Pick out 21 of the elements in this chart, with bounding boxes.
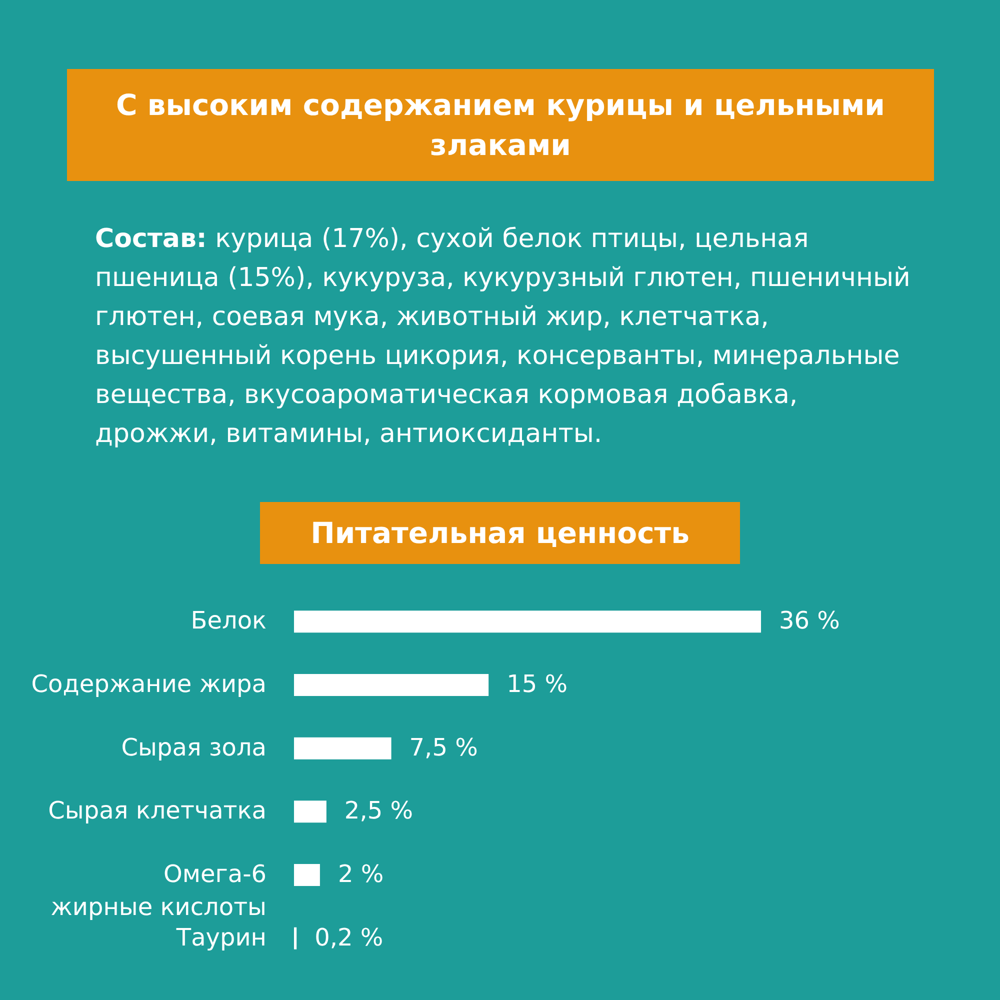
y-tick-label: Сырая клетчатка	[48, 796, 266, 825]
bar	[294, 737, 392, 760]
data-label: 15 %	[506, 670, 568, 698]
text: Состав: курица (17%), сухой белок птицы, цельная пшеница (15%), кукуруза, кукурузный глютен, пшеничный глютен, соевая мука, животный жир, клетчатка, высушенный корень цикория, консерванты, минеральные вещества, вкусоароматическая кормовая добавка, дрожжи, витамины, антиоксиданты.	[95, 223, 912, 451]
bar	[294, 610, 761, 633]
data-label: 2,5 %	[344, 796, 414, 825]
y-tick-label: Сырая зола	[121, 733, 266, 762]
y-tick-label: Таурин	[175, 923, 266, 952]
bar	[294, 674, 489, 696]
y-tick-label: Омега-6 жирные кислоты	[50, 860, 266, 921]
data-label: 36 %	[779, 606, 840, 635]
bar	[294, 864, 320, 886]
y-tick-label: Белок	[190, 606, 266, 635]
bar	[294, 800, 326, 823]
data-label: 0,2 %	[314, 923, 384, 952]
data-label: 7,5 %	[409, 733, 478, 762]
bar	[294, 927, 297, 950]
data-label: 2 %	[338, 860, 384, 888]
chart-subtitle: Питательная ценность	[260, 502, 740, 564]
chart-title: С высоким содержанием курицы и цельными злаками	[67, 69, 934, 181]
y-tick-label: Содержание жира	[31, 670, 266, 698]
